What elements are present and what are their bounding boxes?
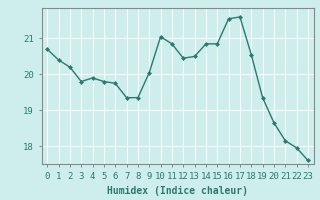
X-axis label: Humidex (Indice chaleur): Humidex (Indice chaleur)	[107, 186, 248, 196]
